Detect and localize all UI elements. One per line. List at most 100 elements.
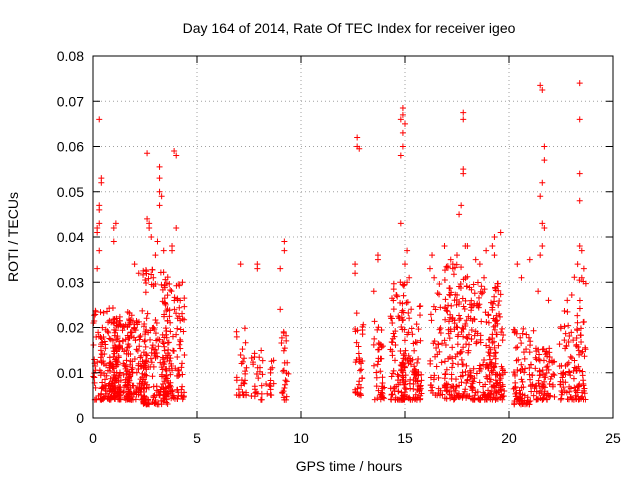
data-point (370, 362, 377, 369)
data-point (113, 315, 120, 322)
data-point (167, 371, 174, 378)
data-point (116, 338, 123, 345)
data-point (565, 322, 572, 329)
data-point (359, 358, 366, 365)
data-point (174, 325, 181, 332)
data-point (171, 306, 178, 313)
data-point (492, 287, 499, 294)
data-point (400, 292, 407, 299)
data-point (264, 390, 271, 397)
data-point (462, 322, 469, 329)
data-point (519, 398, 526, 405)
data-point (111, 369, 118, 376)
data-point (557, 378, 564, 385)
data-point (446, 335, 453, 342)
data-point (96, 220, 103, 227)
data-point (433, 344, 440, 351)
data-point (447, 292, 454, 299)
data-point (160, 391, 167, 398)
data-point (101, 351, 108, 358)
data-point (177, 338, 184, 345)
data-point (499, 337, 506, 344)
data-point (518, 376, 525, 383)
data-point (483, 362, 490, 369)
data-point (152, 396, 159, 403)
data-point (124, 308, 131, 315)
data-point (167, 355, 174, 362)
data-point (465, 313, 472, 320)
data-point (481, 286, 488, 293)
data-point (436, 291, 443, 298)
data-point (357, 367, 364, 374)
data-point (181, 351, 188, 358)
data-point (448, 289, 455, 296)
data-point (543, 396, 550, 403)
data-point (177, 345, 184, 352)
data-point (560, 369, 567, 376)
data-point (472, 328, 479, 335)
data-point (373, 383, 380, 390)
data-point (95, 329, 102, 336)
data-point (574, 383, 581, 390)
data-point (488, 299, 495, 306)
data-point (92, 384, 99, 391)
data-point (388, 295, 395, 302)
data-point (158, 281, 165, 288)
data-point (449, 360, 456, 367)
data-point (562, 379, 569, 386)
data-point (145, 397, 152, 404)
data-point (573, 365, 580, 372)
data-point (569, 396, 576, 403)
data-point (181, 303, 188, 310)
data-point (268, 392, 275, 399)
data-point (171, 148, 178, 155)
data-point (551, 372, 558, 379)
data-point (279, 368, 286, 375)
data-point (142, 331, 149, 338)
data-point (101, 338, 108, 345)
data-point (390, 306, 397, 313)
data-point (544, 363, 551, 370)
data-point (576, 197, 583, 204)
data-point (143, 270, 150, 277)
data-point (375, 387, 382, 394)
data-point (142, 337, 149, 344)
data-point (158, 371, 165, 378)
data-point (142, 267, 149, 274)
data-point (164, 339, 171, 346)
data-point (483, 247, 490, 254)
data-point (571, 357, 578, 364)
data-point (174, 395, 181, 402)
data-point (100, 334, 107, 341)
data-point (466, 341, 473, 348)
data-point (538, 390, 545, 397)
data-point (548, 373, 555, 380)
data-point (403, 393, 410, 400)
data-point (546, 345, 553, 352)
data-point (466, 301, 473, 308)
data-point (446, 354, 453, 361)
data-point (513, 389, 520, 396)
data-point (117, 322, 124, 329)
y-axis-label: ROTI / TECUs (5, 192, 21, 282)
data-point (441, 358, 448, 365)
data-point (442, 296, 449, 303)
data-point (102, 326, 109, 333)
data-point (164, 375, 171, 382)
data-point (564, 308, 571, 315)
data-point (163, 372, 170, 379)
data-point (408, 325, 415, 332)
data-point (562, 330, 569, 337)
y-tick-label: 0.04 (57, 229, 84, 245)
data-point (445, 318, 452, 325)
data-points (90, 80, 589, 408)
data-point (144, 150, 151, 157)
data-point (111, 348, 118, 355)
data-point (499, 325, 506, 332)
data-point (447, 314, 454, 321)
data-point (142, 372, 149, 379)
data-point (514, 367, 521, 374)
data-point (161, 389, 168, 396)
data-point (160, 340, 167, 347)
data-point (414, 378, 421, 385)
